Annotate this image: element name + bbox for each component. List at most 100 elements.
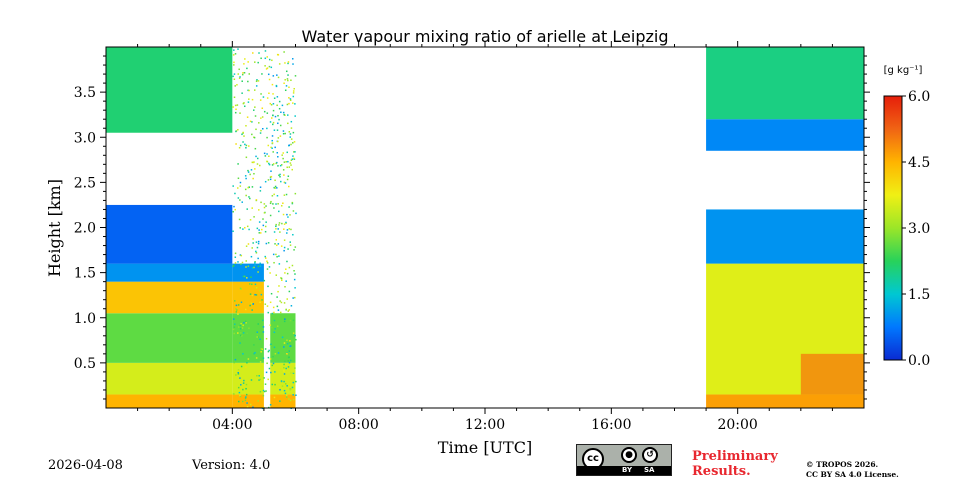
- speckle-426: [292, 95, 295, 98]
- speckle-410: [267, 311, 270, 314]
- speckle-125: [292, 63, 294, 65]
- speckle-262: [244, 58, 246, 60]
- speckle-272: [245, 396, 247, 398]
- speckle-17: [254, 168, 256, 170]
- speckle-339: [278, 263, 281, 265]
- speckle-392: [294, 334, 296, 337]
- speckle-100: [287, 310, 290, 312]
- preliminary-line-2: Results.: [692, 464, 751, 479]
- speckle-630: [256, 79, 258, 81]
- speckle-296: [292, 142, 294, 144]
- colorbar-unit-label: [g kg⁻¹]: [884, 65, 923, 76]
- speckle-304: [274, 185, 277, 188]
- speckle-120: [283, 370, 285, 372]
- heatmap-cell-transition-0: [232, 394, 264, 408]
- speckle-465: [294, 115, 296, 117]
- speckle-618: [278, 118, 280, 121]
- speckle-271: [242, 275, 245, 278]
- speckle-552: [286, 78, 289, 80]
- speckle-511: [281, 385, 284, 387]
- speckle-489: [239, 342, 241, 344]
- speckle-118: [289, 388, 292, 391]
- speckle-400: [283, 51, 285, 53]
- speckle-307: [245, 177, 247, 180]
- speckle-292: [237, 372, 240, 374]
- speckle-521: [234, 262, 237, 264]
- speckle-528: [257, 61, 259, 64]
- speckle-174: [257, 242, 260, 245]
- heatmap-cell-gap-after-0: [270, 394, 296, 408]
- heatmap-cell-night-0: [106, 394, 233, 408]
- speckle-211: [284, 79, 286, 81]
- speckle-299: [269, 176, 272, 178]
- x-axis-label: Time [UTC]: [438, 438, 532, 457]
- speckle-151: [275, 228, 277, 230]
- speckle-684: [280, 180, 282, 183]
- speckle-281: [254, 61, 256, 63]
- speckle-550: [283, 223, 286, 225]
- speckle-270: [291, 386, 294, 389]
- speckle-568: [286, 352, 288, 355]
- y-tick-label-1: 1.0: [74, 311, 96, 327]
- speckle-482: [242, 332, 245, 334]
- speckle-63: [233, 300, 236, 302]
- speckle-114: [270, 371, 272, 374]
- speckle-319: [243, 322, 245, 324]
- speckle-289: [286, 166, 288, 169]
- speckle-172: [242, 388, 244, 391]
- speckle-306: [287, 248, 289, 250]
- copyright-line-1: © TROPOS 2026.: [806, 460, 879, 469]
- speckle-293: [268, 163, 271, 166]
- speckle-472: [283, 246, 286, 249]
- speckle-78: [241, 73, 244, 76]
- speckle-231: [233, 78, 236, 80]
- speckle-608: [277, 114, 279, 117]
- speckle-694: [268, 65, 271, 68]
- speckle-283: [280, 277, 283, 280]
- speckle-551: [275, 274, 278, 276]
- speckle-37: [247, 89, 249, 92]
- speckle-681: [251, 207, 253, 209]
- speckle-409: [269, 178, 272, 181]
- speckle-237: [273, 319, 276, 322]
- speckle-346: [258, 52, 260, 54]
- speckle-359: [266, 260, 268, 263]
- speckle-97: [238, 77, 241, 79]
- speckle-1: [245, 144, 248, 147]
- speckle-485: [267, 378, 269, 381]
- speckle-657: [249, 304, 251, 307]
- speckle-327: [279, 173, 281, 176]
- speckle-290: [285, 268, 287, 270]
- speckle-33: [289, 133, 292, 135]
- speckle-7: [283, 363, 285, 366]
- speckle-659: [242, 353, 244, 355]
- speckle-376: [254, 293, 256, 296]
- speckle-573: [288, 356, 290, 358]
- speckle-628: [241, 327, 244, 329]
- speckle-366: [236, 84, 238, 86]
- speckle-164: [276, 129, 279, 131]
- speckle-670: [259, 378, 261, 381]
- speckle-371: [258, 229, 260, 231]
- speckle-583: [259, 262, 261, 265]
- speckle-473: [234, 323, 236, 325]
- speckle-167: [270, 200, 272, 203]
- speckle-72: [270, 66, 273, 69]
- speckle-223: [294, 246, 297, 248]
- speckle-369: [264, 50, 267, 52]
- speckle-291: [255, 273, 258, 275]
- speckle-603: [242, 382, 245, 384]
- speckle-623: [284, 132, 287, 135]
- speckle-196: [244, 320, 247, 323]
- speckle-544: [285, 70, 288, 73]
- speckle-268: [237, 368, 240, 371]
- speckle-342: [234, 256, 237, 258]
- speckle-288: [280, 205, 283, 207]
- speckle-156: [283, 239, 286, 241]
- speckle-94: [253, 89, 256, 91]
- speckle-470: [276, 151, 279, 154]
- speckle-617: [271, 195, 274, 197]
- speckle-685: [279, 400, 281, 402]
- speckle-484: [245, 260, 247, 262]
